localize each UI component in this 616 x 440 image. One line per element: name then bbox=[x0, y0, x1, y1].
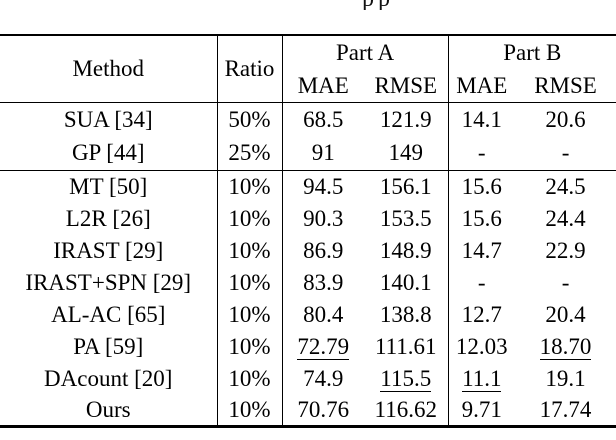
table-row-pa: PA [59] 10% 72.79 111.61 12.03 18.70 bbox=[0, 330, 616, 363]
cell-b-rmse: - bbox=[561, 269, 570, 295]
cell-a-mae: 86.9 bbox=[303, 237, 344, 263]
cell-ratio: 10% bbox=[217, 394, 283, 428]
table-row-gp: GP [44] 25% 91 149 - - bbox=[0, 136, 616, 171]
cell-ratio: 10% bbox=[217, 170, 283, 203]
table-row-mt: MT [50] 10% 94.5 156.1 15.6 24.5 bbox=[0, 170, 616, 203]
cell-a-mae: 72.79 bbox=[282, 331, 364, 363]
cell-b-rmse: - bbox=[515, 136, 616, 171]
header-part-a: Part A bbox=[282, 34, 449, 69]
cell-a-mae: 80.4 bbox=[303, 301, 344, 327]
cell-method: DAcount [20] bbox=[0, 362, 218, 395]
header-group-row: Method Ratio Part A Part B bbox=[0, 34, 616, 103]
table-row-sua: SUA [34] 50% 68.5 121.9 14.1 20.6 bbox=[0, 102, 616, 137]
table-row-al-ac: AL-AC [65] 10% 80.4 138.8 12.7 20.4 bbox=[0, 298, 616, 331]
cell-a-rmse: 140.1 bbox=[364, 266, 449, 299]
cell-a-mae: 70.76 bbox=[282, 394, 364, 428]
cell-b-rmse: 24.4 bbox=[545, 205, 586, 231]
cell-a-mae: 83.9 bbox=[303, 269, 344, 295]
table-row-l2r: L2R [26] 10% 90.3 153.5 15.6 24.4 bbox=[0, 202, 616, 235]
caption-fragment: pp bbox=[362, 0, 406, 10]
cell-b-mae: 9.71 bbox=[448, 394, 516, 428]
cell-a-mae: 68.5 bbox=[303, 106, 344, 132]
cell-ratio: 10% bbox=[217, 362, 283, 395]
cell-b-mae: 12.7 bbox=[461, 301, 502, 327]
cell-b-rmse: 20.4 bbox=[545, 301, 586, 327]
cell-method: GP [44] bbox=[0, 136, 218, 171]
cell-b-rmse: 24.5 bbox=[545, 173, 586, 199]
header-ratio: Ratio bbox=[217, 34, 283, 103]
cell-a-rmse: 148.9 bbox=[364, 234, 449, 267]
cell-method: Ours bbox=[0, 394, 218, 428]
cell-b-rmse: 18.70 bbox=[515, 331, 616, 363]
cell-method: SUA [34] bbox=[0, 102, 218, 137]
cell-b-mae: 15.6 bbox=[461, 173, 502, 199]
cell-a-mae: 91 bbox=[282, 136, 364, 171]
header-part-b-mae: MAE bbox=[448, 69, 516, 103]
cell-a-mae: 94.5 bbox=[303, 173, 344, 199]
header-part-b: Part B bbox=[448, 34, 616, 69]
cell-a-rmse: 111.61 bbox=[364, 330, 449, 363]
table-row-irast-spn: IRAST+SPN [29] 10% 83.9 140.1 - - bbox=[0, 266, 616, 299]
cell-b-mae: 11.1 bbox=[448, 363, 515, 395]
cell-method: AL-AC [65] bbox=[0, 298, 218, 331]
cell-b-rmse: 19.1 bbox=[545, 365, 586, 391]
cell-ratio: 10% bbox=[217, 266, 283, 299]
header-metric-row: MAE RMSE MAE RMSE bbox=[0, 69, 616, 103]
cell-ratio: 10% bbox=[217, 234, 283, 267]
cell-b-mae: - bbox=[477, 269, 486, 295]
cell-method: L2R [26] bbox=[0, 202, 218, 235]
cell-a-rmse: 121.9 bbox=[364, 102, 449, 137]
cell-a-mae: 74.9 bbox=[303, 365, 344, 391]
cell-a-rmse: 149 bbox=[364, 136, 449, 171]
results-table: Method Ratio Part A Part B MAE RMSE MAE … bbox=[0, 34, 616, 428]
cell-b-mae: 12.03 bbox=[455, 333, 508, 359]
header-method: Method bbox=[0, 34, 218, 103]
cell-ratio: 10% bbox=[217, 202, 283, 235]
underlined-value: 72.79 bbox=[297, 333, 350, 360]
table-row-dacount: DAcount [20] 10% 74.9 115.5 11.1 19.1 bbox=[0, 362, 616, 395]
cell-method: MT [50] bbox=[0, 170, 218, 203]
cell-a-rmse: 116.62 bbox=[364, 394, 449, 428]
cell-b-rmse: 22.9 bbox=[545, 237, 586, 263]
underlined-value: 18.70 bbox=[539, 333, 592, 360]
cell-a-rmse: 115.5 bbox=[364, 362, 449, 395]
table-row-ours: Ours 10% 70.76 116.62 9.71 17.74 bbox=[0, 394, 616, 428]
cell-b-mae: 15.6 bbox=[461, 205, 502, 231]
cell-ratio: 25% bbox=[217, 136, 283, 171]
cell-b-rmse: 20.6 bbox=[545, 106, 586, 132]
cell-b-rmse: 17.74 bbox=[515, 394, 616, 428]
cell-method: PA [59] bbox=[0, 330, 218, 363]
cell-ratio: 10% bbox=[217, 298, 283, 331]
cell-b-mae: 14.7 bbox=[461, 237, 502, 263]
caption-fragment-text: pp bbox=[362, 0, 394, 10]
cell-a-rmse: 156.1 bbox=[364, 170, 449, 203]
underlined-value: 11.1 bbox=[462, 365, 502, 392]
cell-a-mae: 90.3 bbox=[303, 205, 344, 231]
cell-method: IRAST [29] bbox=[0, 234, 218, 267]
cell-b-mae: 14.1 bbox=[461, 106, 502, 132]
table-row-irast: IRAST [29] 10% 86.9 148.9 14.7 22.9 bbox=[0, 234, 616, 267]
underlined-value: 115.5 bbox=[380, 365, 432, 392]
cell-ratio: 50% bbox=[217, 102, 283, 137]
cell-ratio: 10% bbox=[217, 330, 283, 363]
header-part-a-mae: MAE bbox=[282, 69, 364, 103]
cell-method: IRAST+SPN [29] bbox=[0, 266, 218, 299]
cell-a-rmse: 138.8 bbox=[364, 298, 449, 331]
cell-b-mae: - bbox=[448, 136, 516, 171]
cell-a-rmse: 153.5 bbox=[364, 202, 449, 235]
header-part-b-rmse: RMSE bbox=[515, 69, 616, 103]
header-part-a-rmse: RMSE bbox=[364, 69, 449, 103]
